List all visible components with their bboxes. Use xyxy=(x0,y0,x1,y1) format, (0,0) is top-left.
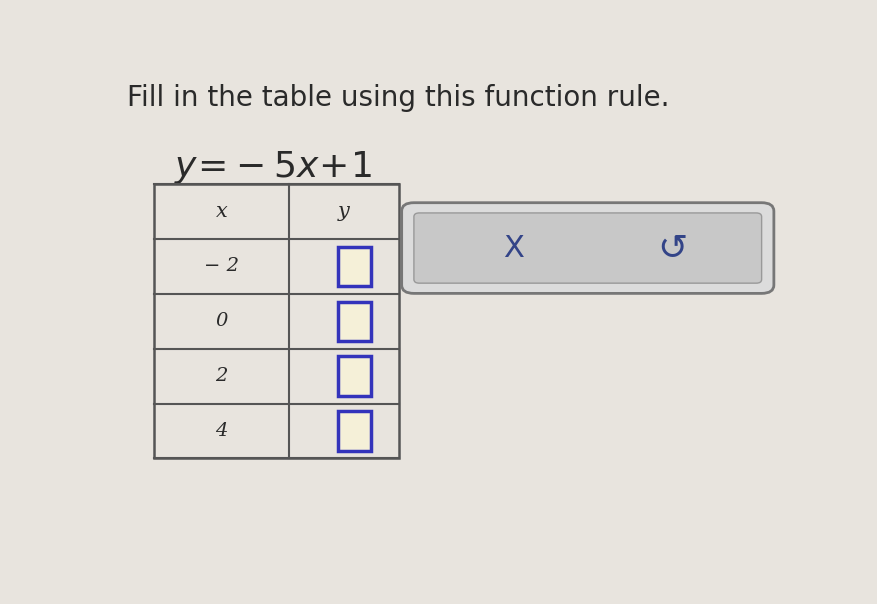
Text: X: X xyxy=(503,234,524,263)
Text: 0: 0 xyxy=(215,312,227,330)
Text: − 2: − 2 xyxy=(203,257,239,275)
Bar xyxy=(338,356,371,396)
Text: Fill in the table using this function rule.: Fill in the table using this function ru… xyxy=(126,84,668,112)
Text: 4: 4 xyxy=(215,422,227,440)
FancyBboxPatch shape xyxy=(401,203,773,294)
Bar xyxy=(153,184,398,458)
Text: $y\!=\!-5x\!+\!1$: $y\!=\!-5x\!+\!1$ xyxy=(175,149,372,186)
Text: x: x xyxy=(215,202,227,221)
FancyBboxPatch shape xyxy=(413,213,760,283)
Bar xyxy=(338,356,371,396)
Bar xyxy=(338,411,371,451)
Bar xyxy=(338,246,371,286)
Text: ↺: ↺ xyxy=(656,231,687,265)
Bar xyxy=(338,411,371,451)
Text: 2: 2 xyxy=(215,367,227,385)
Bar xyxy=(338,246,371,286)
Bar xyxy=(338,301,371,341)
Bar xyxy=(338,301,371,341)
Text: y: y xyxy=(338,202,349,221)
